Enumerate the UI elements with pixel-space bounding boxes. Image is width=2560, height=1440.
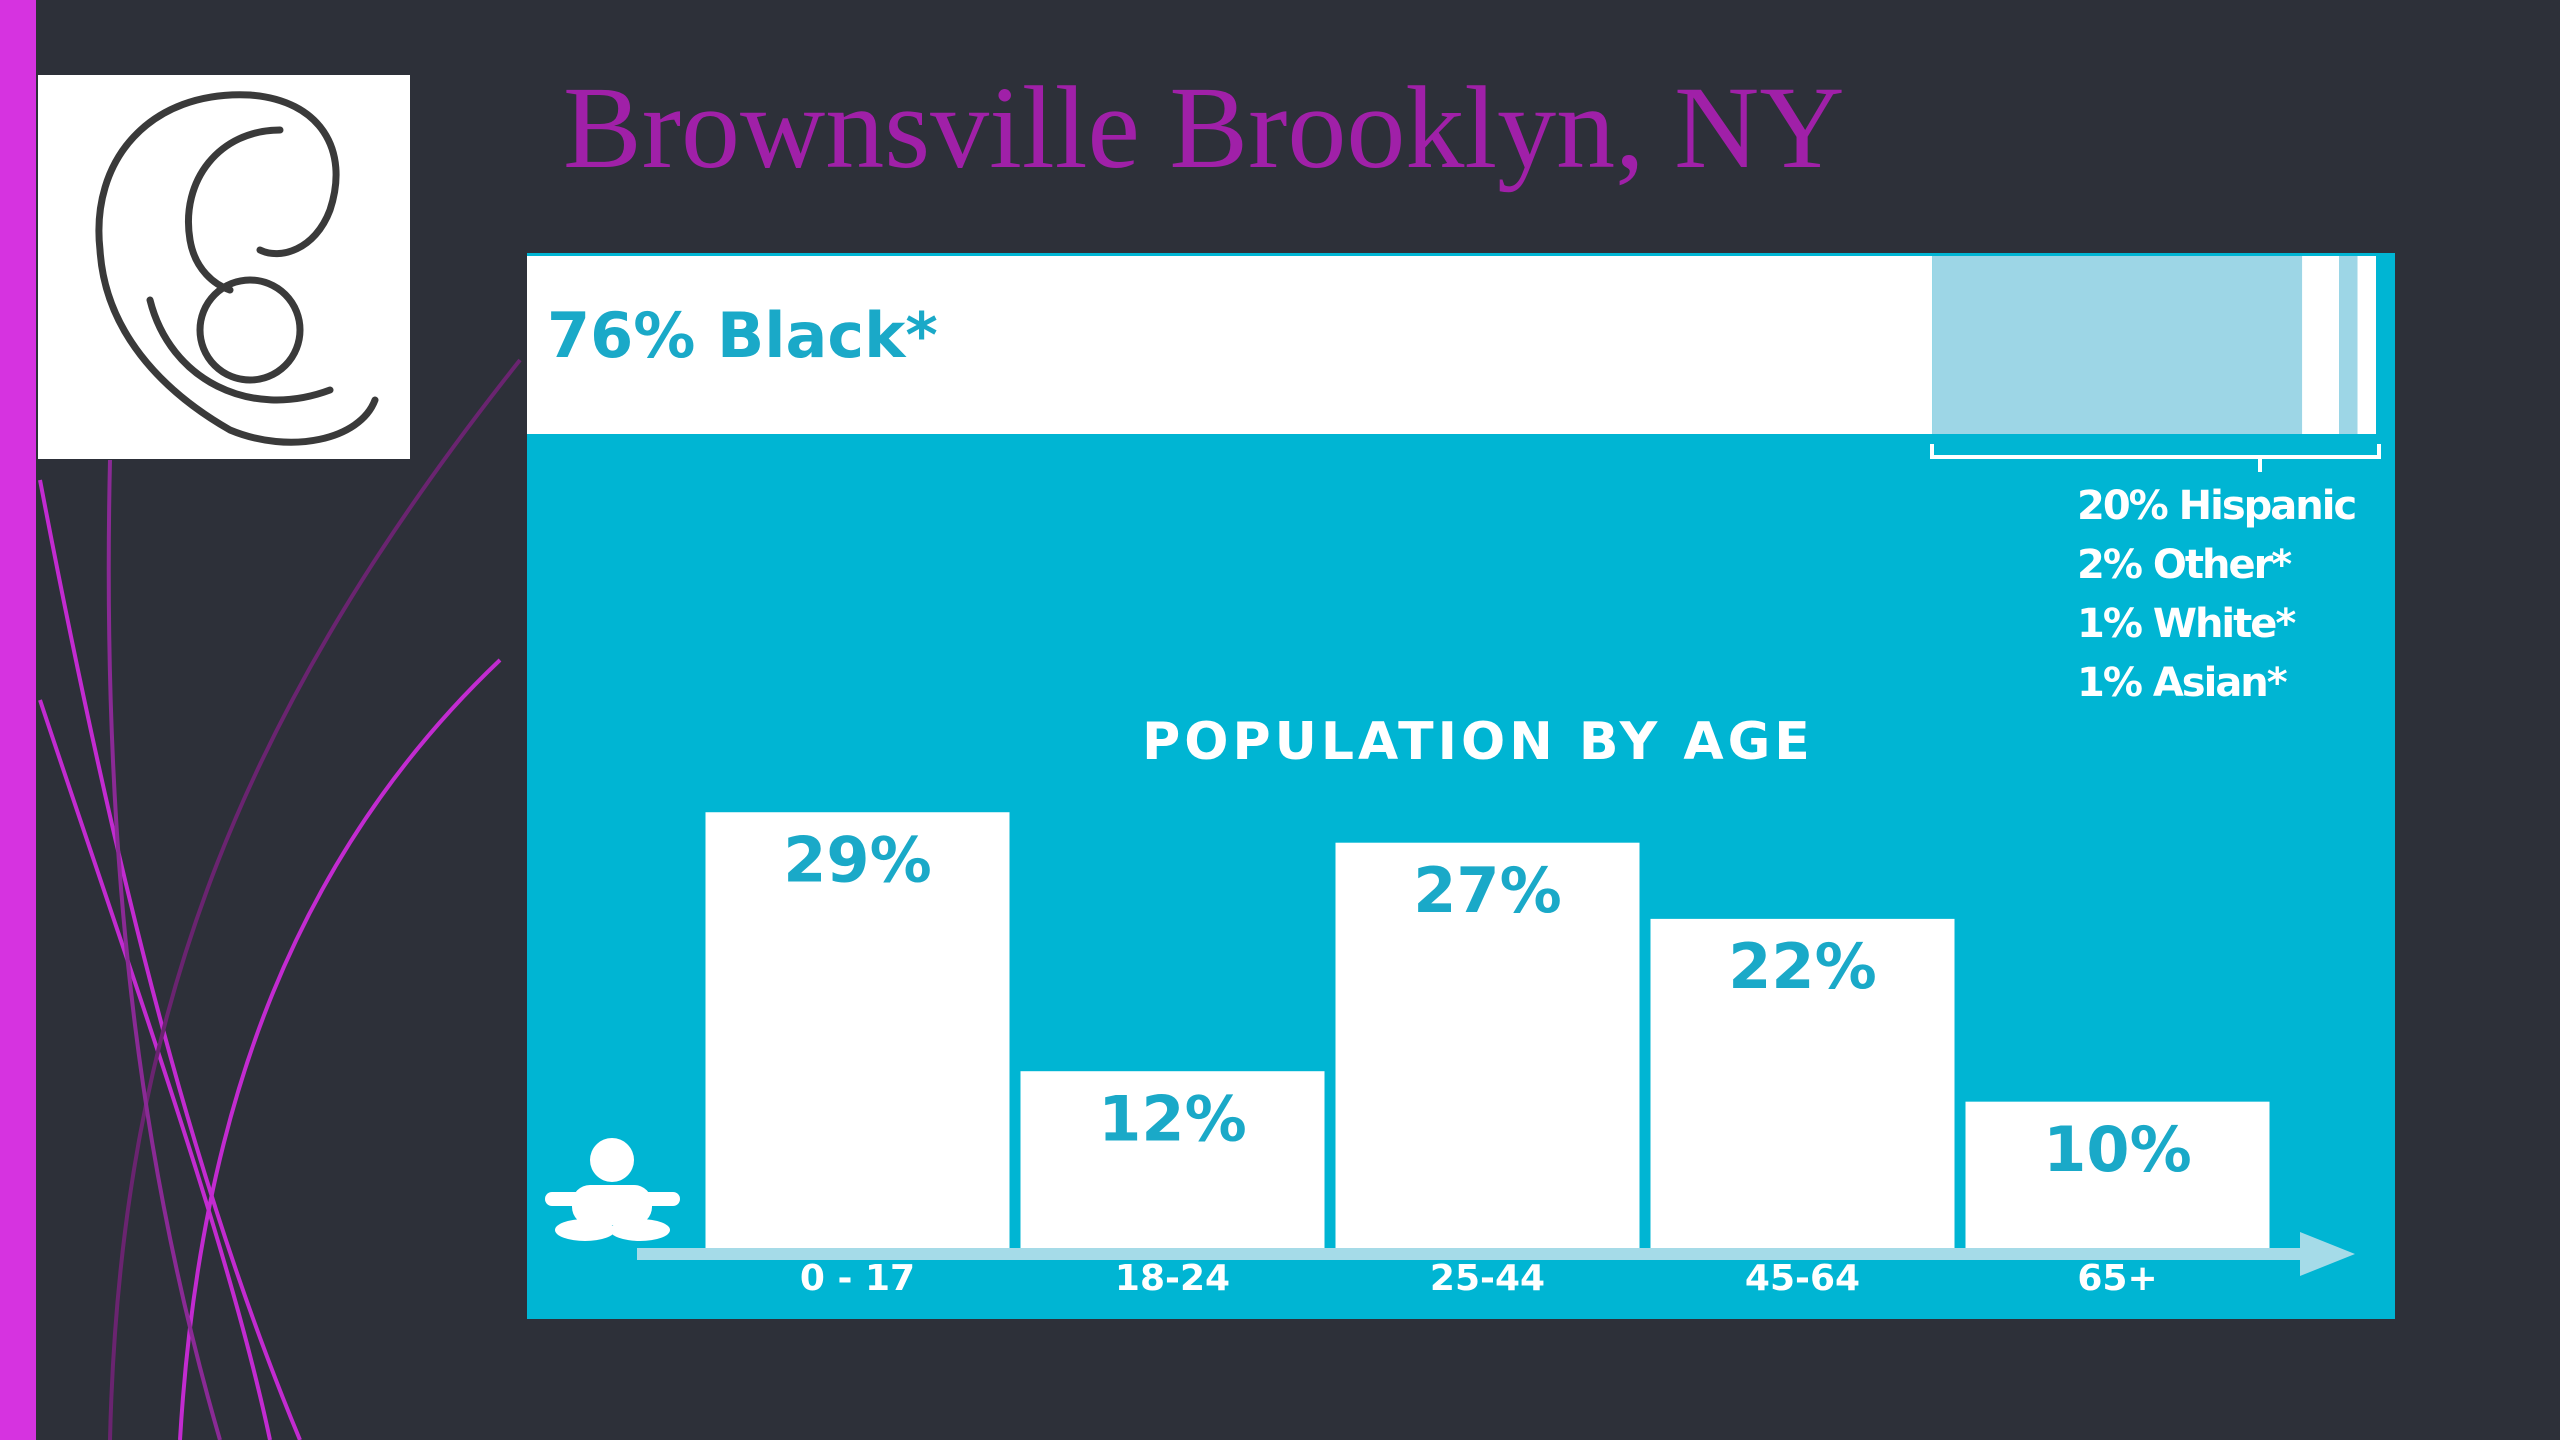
value-label: 10%: [2043, 1113, 2191, 1186]
icon-part: [610, 1219, 670, 1241]
x-tick-label: 0 - 17: [800, 1258, 915, 1299]
slide-title: Brownsville Brooklyn, NY: [563, 62, 1845, 193]
bar: [705, 812, 1010, 1254]
segment-label: 76% Black*: [547, 299, 938, 372]
logo-line: [185, 126, 284, 294]
logo-line: [246, 91, 340, 258]
logo-line: [95, 91, 379, 446]
segment: [2357, 256, 2376, 434]
value-label: 29%: [783, 823, 931, 896]
icon-part: [555, 1219, 615, 1241]
side-strip: [0, 0, 36, 1440]
axis-arrow: [637, 1232, 2355, 1276]
segment: [527, 256, 1933, 434]
icon-part: [545, 1192, 680, 1206]
curve: [178, 658, 502, 1440]
logo-line: [146, 296, 334, 404]
curve: [38, 699, 272, 1440]
bar: [1020, 1071, 1325, 1254]
segment-label: 2% Other*: [2077, 542, 2292, 588]
decor-curves: [38, 358, 522, 1440]
x-tick-label: 65+: [2077, 1258, 2157, 1299]
bracket: [1930, 444, 2381, 472]
x-tick-label: 25-44: [1430, 1258, 1545, 1299]
logo-line: [196, 276, 304, 384]
segment-label: 20% Hispanic: [2077, 483, 2355, 529]
segment: [1932, 256, 2303, 434]
value-label: 22%: [1728, 930, 1876, 1003]
segment-label: 1% White*: [2077, 601, 2296, 647]
icon-part: [590, 1138, 634, 1182]
x-tick-label: 18-24: [1115, 1258, 1230, 1299]
segment: [2302, 256, 2340, 434]
chart-title: POPULATION BY AGE: [1142, 712, 1814, 772]
logo-box: [38, 75, 410, 459]
value-label: 12%: [1098, 1082, 1246, 1155]
logo: [95, 91, 379, 446]
baby-icon: [545, 1138, 680, 1241]
curve: [108, 358, 522, 1440]
bar: [1335, 842, 1640, 1254]
segment-label: 1% Asian*: [2077, 660, 2288, 706]
bar: [1650, 918, 1955, 1254]
bar: [1965, 1101, 2270, 1254]
segment: [2339, 256, 2358, 434]
curve: [106, 459, 222, 1440]
x-tick-label: 45-64: [1745, 1258, 1860, 1299]
value-label: 27%: [1413, 854, 1561, 927]
